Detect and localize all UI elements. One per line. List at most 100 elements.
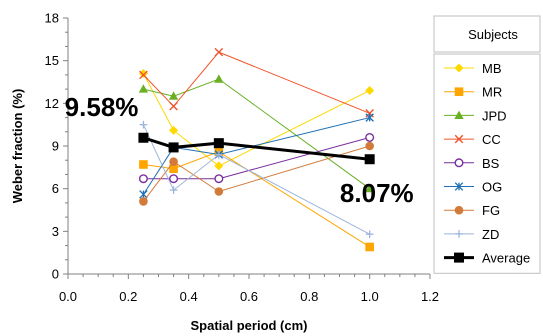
- legend-marker: [454, 252, 464, 263]
- legend-item-og: OG: [444, 180, 502, 195]
- data-point-average: [213, 138, 224, 149]
- legend-title: Subjects: [468, 27, 518, 42]
- series-fg: [139, 141, 374, 206]
- legend-marker: [454, 158, 464, 168]
- legend-item-mr: MR: [444, 85, 502, 100]
- legend: Subjects MB MR JPD CC BS OG FG ZD Average: [433, 15, 541, 274]
- series-line-og: [142, 117, 370, 195]
- x-tick-label: 0.6: [240, 289, 258, 304]
- series-mb: [138, 68, 375, 171]
- data-point-jpd: [138, 84, 149, 93]
- legend-label: Average: [482, 251, 530, 266]
- series-line-zd: [142, 124, 370, 235]
- series-jpd: [138, 74, 375, 193]
- data-point-cc: [139, 70, 148, 80]
- x-tick-label: 0.4: [180, 289, 198, 304]
- legend-label: ZD: [482, 227, 499, 242]
- data-point-mb: [365, 86, 375, 96]
- data-point-bs: [169, 174, 179, 184]
- data-point-mr: [169, 164, 178, 174]
- legend-label: BS: [482, 156, 500, 171]
- data-point-mb: [169, 125, 179, 135]
- data-point-average: [364, 154, 375, 165]
- legend-label: FG: [482, 203, 500, 218]
- axes: 0 3 6 9 12 15 18 0.0 0.2 0.4 0.6 0.8 1.0 1.2 Spatial p…: [10, 11, 439, 334]
- series-line-bs: [143, 136, 370, 180]
- legend-item-cc: CC: [444, 132, 501, 147]
- legend-box: [433, 53, 541, 274]
- data-point-average: [168, 142, 179, 153]
- x-tick-label: 0.2: [119, 289, 137, 304]
- data-point-fg: [139, 197, 148, 206]
- series-line-average: [142, 136, 370, 161]
- data-point-zd: [169, 186, 178, 194]
- data-point-jpd: [214, 74, 224, 83]
- data-point-bs: [365, 132, 375, 142]
- series-line-cc: [143, 51, 370, 114]
- legend-label: CC: [482, 132, 501, 147]
- y-tick-label: 12: [45, 96, 59, 111]
- legend-item-average: Average: [444, 251, 530, 266]
- y-tick-label: 15: [45, 53, 59, 68]
- legend-label: MR: [482, 85, 502, 100]
- data-point-fg: [365, 141, 374, 151]
- marker-stroke: [214, 47, 224, 57]
- y-tick-label: 0: [52, 267, 59, 282]
- data-point-jpd: [365, 183, 375, 193]
- data-point-fg: [169, 157, 178, 166]
- y-axis-title: Weber fraction (%): [10, 89, 25, 204]
- x-tick-label: 0.0: [59, 289, 77, 304]
- data-point-zd: [215, 150, 223, 159]
- legend-marker: [455, 230, 463, 238]
- legend-item-bs: BS: [444, 156, 500, 171]
- marker-stroke: [454, 134, 464, 144]
- data-point-og: [365, 113, 374, 122]
- legend-marker: [454, 134, 464, 144]
- data-point-mr: [365, 242, 374, 252]
- data-point-zd: [139, 120, 148, 129]
- annotations: 9.58% 8.07%: [65, 92, 414, 208]
- data-point-og: [139, 190, 148, 199]
- series-average: [138, 132, 375, 165]
- data-point-bs: [138, 174, 148, 184]
- y-tick-label: 3: [52, 224, 59, 239]
- legend-marker: [454, 87, 464, 97]
- data-point-jpd: [168, 91, 179, 100]
- y-tick-label: 6: [52, 181, 59, 196]
- x-tick-label: 1.0: [361, 289, 379, 304]
- legend-label: MB: [482, 61, 502, 76]
- data-point-mb: [138, 68, 148, 78]
- y-tick-label: 18: [45, 11, 59, 26]
- legend-marker: [454, 110, 464, 119]
- legend-marker: [454, 63, 464, 73]
- legend-item-jpd: JPD: [444, 108, 507, 123]
- x-axis-title: Spatial period (cm): [190, 318, 307, 333]
- series-line-mb: [142, 73, 370, 167]
- data-point-average: [138, 132, 149, 143]
- legend-item-fg: FG: [444, 203, 500, 218]
- data-point-mr: [139, 160, 148, 169]
- data-point-bs: [214, 174, 224, 184]
- x-tick-label: 0.8: [300, 289, 318, 304]
- annotation-label: 8.07%: [340, 178, 414, 208]
- data-point-cc: [169, 101, 178, 111]
- legend-label: OG: [482, 180, 502, 195]
- x-tick-label: 1.2: [421, 289, 439, 304]
- marker-stroke: [169, 101, 178, 111]
- series-line-jpd: [143, 78, 370, 190]
- marker-stroke: [139, 70, 148, 80]
- legend-item-mb: MB: [444, 61, 502, 76]
- legend-marker: [454, 182, 464, 191]
- data-point-fg: [214, 187, 224, 196]
- legend-label: JPD: [482, 108, 507, 123]
- series-layer: [138, 47, 375, 252]
- y-tick-label: 9: [52, 139, 59, 154]
- legend-title-box: [433, 15, 541, 53]
- series-zd: [139, 120, 374, 238]
- series-line-fg: [143, 145, 370, 202]
- annotation-label: 9.58%: [65, 92, 139, 122]
- data-point-mb: [214, 161, 224, 171]
- legend-item-zd: ZD: [444, 227, 499, 242]
- series-bs: [138, 132, 375, 184]
